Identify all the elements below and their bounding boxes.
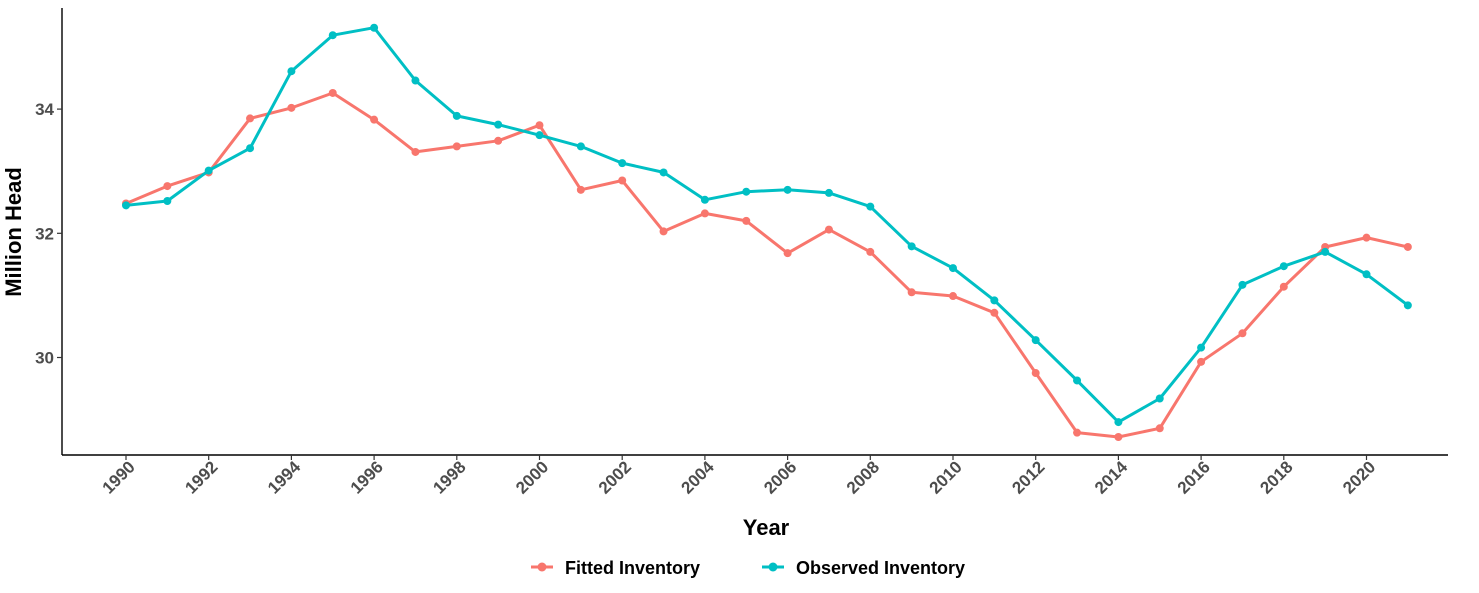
data-point xyxy=(1114,418,1123,427)
data-point xyxy=(907,288,916,297)
data-point xyxy=(1403,242,1412,251)
data-point xyxy=(370,115,379,124)
data-point xyxy=(824,188,833,197)
data-point xyxy=(618,176,627,185)
data-point xyxy=(370,23,379,32)
data-point xyxy=(1114,432,1123,441)
data-point xyxy=(163,182,172,191)
y-axis-title: Million Head xyxy=(1,167,26,297)
data-point xyxy=(1362,233,1371,242)
data-point xyxy=(1279,282,1288,291)
x-tick-label: 1998 xyxy=(429,457,469,497)
data-point xyxy=(246,114,255,123)
x-tick-label: 1990 xyxy=(99,457,139,497)
data-point xyxy=(204,166,213,175)
data-point xyxy=(328,31,337,40)
data-point xyxy=(1155,394,1164,403)
legend-key-point xyxy=(537,562,547,572)
data-point xyxy=(742,187,751,196)
data-point xyxy=(949,264,957,273)
legend-item: Fitted Inventory xyxy=(531,558,700,578)
y-tick-label: 32 xyxy=(35,224,54,243)
data-point xyxy=(1362,270,1371,279)
data-point xyxy=(1073,376,1082,385)
labels-layer: Year Million Head xyxy=(1,167,790,540)
legend-label: Fitted Inventory xyxy=(565,558,700,578)
data-point xyxy=(246,144,255,153)
x-tick-label: 2008 xyxy=(843,457,883,497)
data-point xyxy=(1031,336,1040,345)
y-tick-label: 30 xyxy=(35,349,54,368)
data-point xyxy=(1197,357,1206,366)
data-point xyxy=(866,247,875,256)
x-tick-label: 2004 xyxy=(678,457,719,498)
data-point xyxy=(1238,280,1247,289)
data-point xyxy=(618,159,627,168)
legend-item: Observed Inventory xyxy=(762,558,965,578)
data-point xyxy=(163,197,172,206)
data-point xyxy=(659,227,668,236)
x-tick-label: 2016 xyxy=(1174,457,1214,497)
data-point xyxy=(1197,343,1206,352)
data-point xyxy=(700,209,709,218)
data-point xyxy=(742,216,751,225)
series-group xyxy=(122,23,1412,427)
series-layer xyxy=(122,23,1412,441)
data-point xyxy=(1321,247,1330,256)
data-point xyxy=(494,136,503,145)
y-tick-label: 34 xyxy=(35,100,54,119)
x-tick-label: 1996 xyxy=(347,457,387,497)
data-point xyxy=(990,296,999,305)
data-point xyxy=(411,76,420,85)
data-point xyxy=(328,88,337,97)
data-point xyxy=(659,168,668,177)
data-point xyxy=(535,131,544,140)
data-point xyxy=(1073,428,1082,437)
legend: Fitted Inventory Observed Inventory xyxy=(531,558,965,578)
data-point xyxy=(1031,369,1040,378)
data-point xyxy=(1403,301,1412,310)
data-point xyxy=(824,225,833,234)
data-point xyxy=(1155,424,1164,433)
x-tick-label: 1994 xyxy=(264,457,305,498)
axes-layer: 30 32 34 1990 1992 1994 1996 1998 2000 2002 2004 20… xyxy=(35,8,1448,498)
x-tick-label: 2000 xyxy=(512,457,552,497)
data-point xyxy=(287,67,296,76)
legend-label: Observed Inventory xyxy=(796,558,965,578)
data-point xyxy=(452,111,461,120)
x-tick-label: 2006 xyxy=(760,457,800,497)
legend-key-point xyxy=(768,562,778,572)
data-point xyxy=(576,142,585,151)
data-point xyxy=(576,185,585,194)
data-point xyxy=(866,202,875,211)
x-axis-title: Year xyxy=(743,515,790,540)
data-point xyxy=(700,195,709,204)
data-point xyxy=(535,121,544,130)
data-point xyxy=(783,185,792,194)
data-point xyxy=(1238,329,1247,338)
data-point xyxy=(287,103,296,112)
series-line xyxy=(124,91,1410,439)
data-point xyxy=(990,308,999,317)
data-point xyxy=(949,292,957,301)
data-point xyxy=(907,242,916,251)
x-tick-label: 2010 xyxy=(926,457,966,497)
x-tick-label: 2018 xyxy=(1256,457,1296,497)
data-point xyxy=(1279,262,1288,271)
x-tick-label: 2014 xyxy=(1091,457,1132,498)
series-line xyxy=(124,26,1410,424)
data-point xyxy=(411,147,420,156)
x-tick-label: 1992 xyxy=(181,457,221,497)
data-point xyxy=(494,120,503,129)
data-point xyxy=(122,201,130,210)
x-tick-label: 2020 xyxy=(1339,457,1379,497)
x-tick-label: 2002 xyxy=(595,457,635,497)
data-point xyxy=(452,142,461,151)
x-tick-label: 2012 xyxy=(1008,457,1048,497)
data-point xyxy=(783,249,792,258)
series-group xyxy=(122,88,1412,441)
